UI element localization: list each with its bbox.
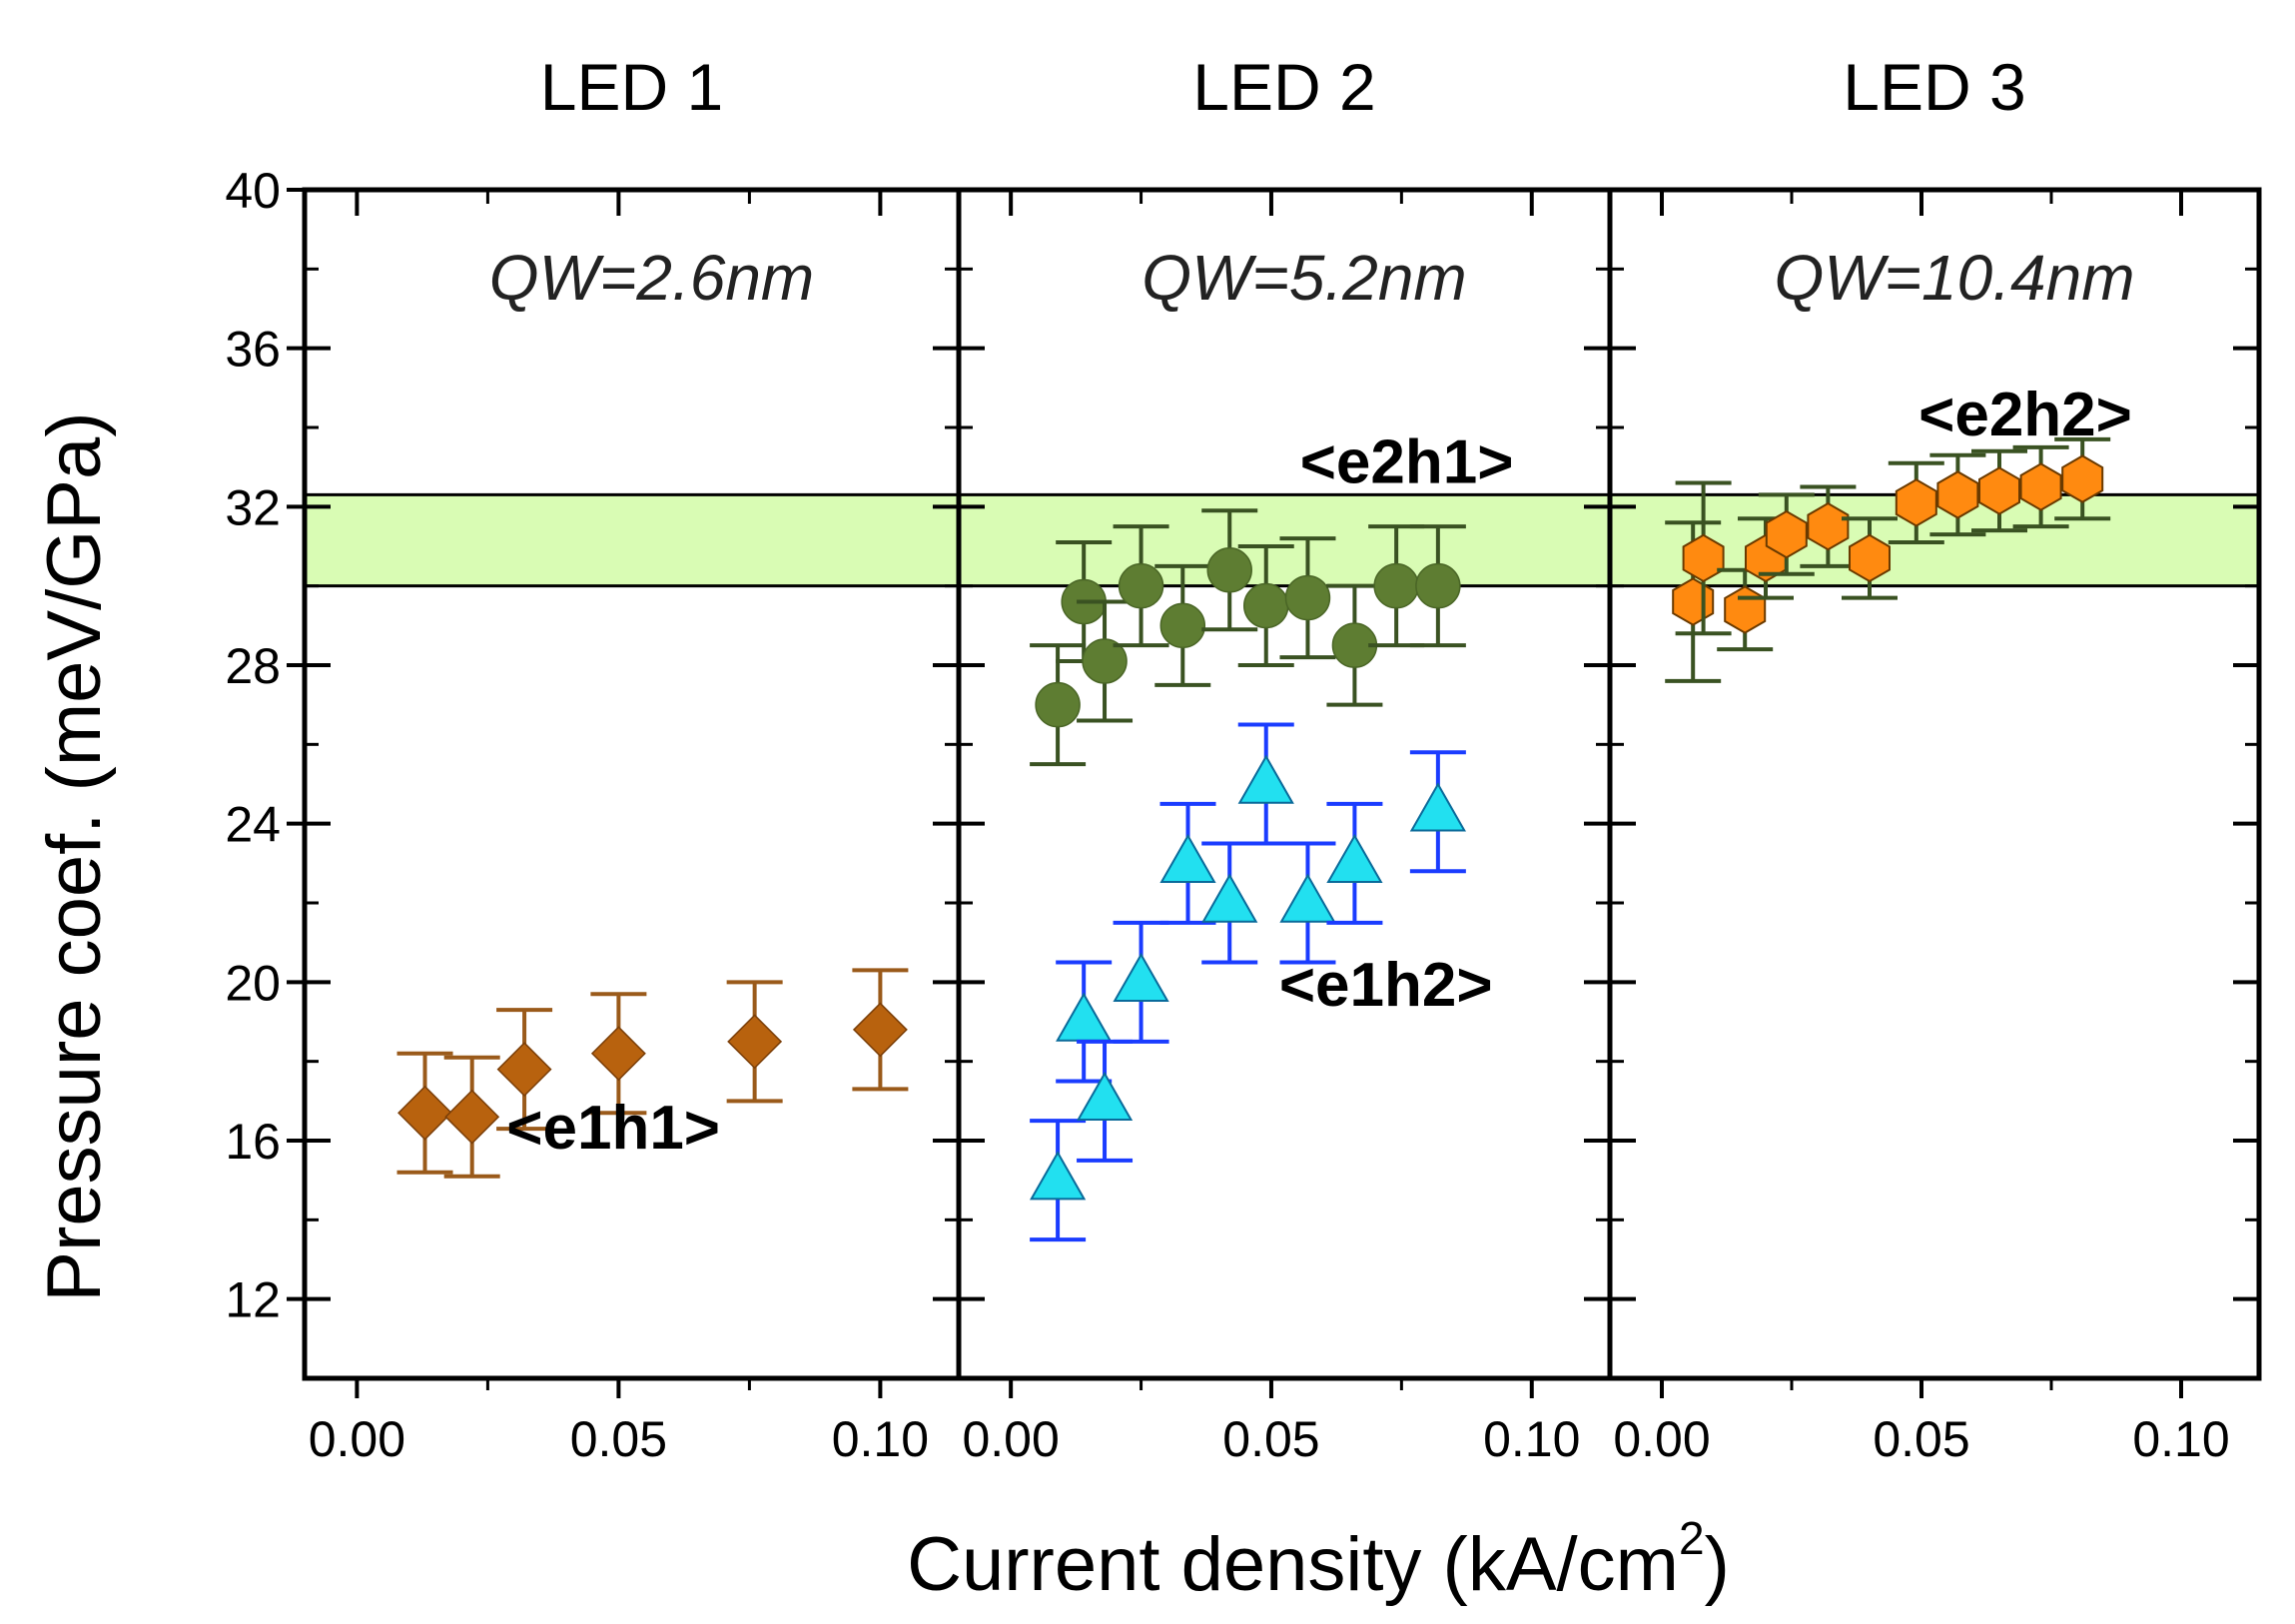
data-point-triangle [1201,873,1258,923]
y-tick-label: 20 [225,955,281,1011]
axes-layer [287,187,2262,1398]
x-tick-label: 0.10 [2132,1411,2229,1467]
data-point-diamond [852,1002,908,1058]
data-point-hexagon [1724,585,1767,634]
data-point-circle [1415,562,1461,609]
x-tick-label: 0.05 [1222,1411,1319,1467]
x-tick-label: 0.10 [832,1411,929,1467]
x-tick-label: 0.05 [1873,1411,1969,1467]
data-point-hexagon [1682,533,1725,583]
data-point-triangle [1056,992,1113,1042]
data-point-circle [1242,582,1289,629]
x-axis-label-main: Current density (kA/cm [907,1522,1679,1607]
data-point-triangle [1029,1151,1087,1201]
data-point-circle [1373,562,1419,609]
x-tick-label: 0.05 [570,1411,667,1467]
data-layer [396,436,2111,1242]
panel-title: LED 2 [1192,50,1375,124]
x-tick-label: 0.00 [309,1411,405,1467]
panel-title: LED 3 [1843,50,2025,124]
y-tick-label: 40 [225,163,281,219]
x-tick-label: 0.00 [1613,1411,1710,1467]
data-point-circle [1284,574,1331,621]
y-axis-label: Pressure coef. (meV/GPa) [32,411,117,1301]
data-point-diamond [590,1026,646,1082]
x-axis-label-suffix: ) [1705,1522,1730,1607]
panel-annotation: QW=10.4nm [1774,242,2134,314]
data-point-triangle [1326,833,1383,884]
x-tick-label: 0.10 [1483,1411,1580,1467]
data-point-triangle [1159,833,1216,884]
data-point-diamond [444,1089,500,1145]
x-axis-label-superscript: 2 [1679,1512,1705,1564]
data-point-hexagon [1807,501,1850,551]
series-label: <e2h1> [1300,428,1514,497]
data-point-diamond [397,1085,452,1141]
data-point-triangle [1279,873,1336,923]
panel-title: LED 1 [540,50,723,124]
data-point-diamond [727,1014,783,1070]
data-point-triangle [1113,952,1169,1003]
data-point-circle [1159,602,1206,649]
data-point-circle [1082,638,1128,684]
y-tick-label: 12 [225,1272,281,1328]
x-axis-label: Current density (kA/cm2) [907,1512,1730,1607]
data-point-circle [1206,547,1252,593]
y-tick-label: 24 [225,797,281,853]
data-point-hexagon [1977,466,2021,515]
panel-annotation: QW=2.6nm [489,242,814,314]
panel-annotation: QW=5.2nm [1142,242,1466,314]
y-tick-label: 32 [225,479,281,535]
x-tick-label: 0.00 [962,1411,1059,1467]
series-label: <e2h2> [1918,381,2132,449]
data-point-hexagon [1895,478,1937,527]
series-label: <e1h2> [1279,951,1493,1020]
plot-frame [302,187,2262,1381]
data-point-hexagon [1848,533,1892,583]
data-point-diamond [496,1042,552,1098]
series-label: <e1h1> [506,1094,720,1163]
data-point-triangle [1409,782,1466,832]
y-tick-label: 28 [225,638,281,694]
data-point-triangle [1076,1071,1134,1122]
data-point-triangle [1237,754,1294,804]
data-point-hexagon [1765,509,1808,559]
data-point-hexagon [2019,462,2062,511]
data-point-circle [1118,562,1164,609]
y-tick-label: 36 [225,322,281,378]
data-point-circle [1035,681,1081,728]
y-tick-label: 16 [225,1114,281,1170]
data-point-hexagon [1936,470,1979,519]
data-point-hexagon [2061,454,2104,503]
text-layer: Pressure coef. (meV/GPa) Current density… [32,50,2230,1607]
